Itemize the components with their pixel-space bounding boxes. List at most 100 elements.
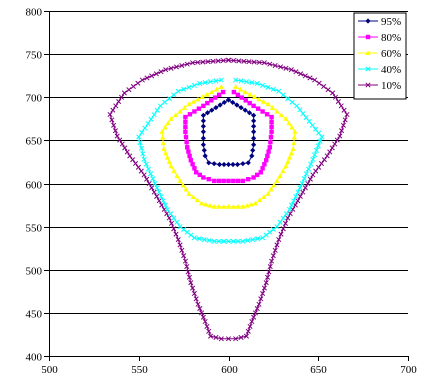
data-point <box>251 314 257 320</box>
data-point <box>191 290 197 297</box>
data-point <box>251 59 257 65</box>
data-point <box>264 274 271 280</box>
data-point <box>135 80 141 86</box>
data-point <box>183 129 188 134</box>
data-point <box>257 197 263 203</box>
data-point <box>300 189 306 195</box>
data-point <box>204 110 211 116</box>
data-point <box>256 301 262 307</box>
data-point <box>283 163 289 169</box>
data-point <box>265 101 271 107</box>
data-point <box>200 129 206 135</box>
data-point <box>283 65 289 71</box>
data-point <box>183 119 188 125</box>
data-point <box>300 111 306 117</box>
data-point <box>153 71 159 77</box>
data-point <box>264 112 270 117</box>
data-point <box>145 121 151 127</box>
series-layer <box>107 57 350 342</box>
data-point <box>226 178 231 184</box>
data-point <box>295 198 301 204</box>
data-point <box>184 263 190 270</box>
data-point <box>127 153 133 159</box>
data-point <box>299 180 305 187</box>
data-point <box>207 333 214 339</box>
y-tick-label: 400 <box>26 352 43 364</box>
data-point <box>136 134 142 140</box>
data-point <box>197 80 203 87</box>
data-point <box>148 116 154 122</box>
legend-marker <box>365 34 371 40</box>
data-point <box>199 310 205 316</box>
x-tick-label: 700 <box>400 364 417 376</box>
data-point <box>190 194 196 200</box>
y-tick-label: 600 <box>26 180 43 192</box>
data-point <box>175 237 181 243</box>
data-point <box>292 128 298 134</box>
data-point <box>154 193 160 199</box>
data-point <box>122 145 128 151</box>
data-point <box>289 124 295 130</box>
data-point <box>316 130 322 136</box>
data-point <box>213 78 219 84</box>
data-point <box>187 112 193 117</box>
data-point <box>337 133 343 139</box>
data-point <box>113 103 119 109</box>
data-point <box>144 176 150 182</box>
data-point <box>181 253 187 259</box>
data-point <box>327 149 333 155</box>
data-point <box>221 99 227 106</box>
data-point <box>139 77 145 83</box>
data-point <box>288 150 294 156</box>
data-point <box>142 125 148 131</box>
data-point <box>209 89 215 95</box>
data-point <box>233 336 239 342</box>
data-point <box>225 203 232 209</box>
data-point <box>184 229 190 235</box>
x-axis-ticks: 500 550 600 650 700 <box>41 356 417 376</box>
data-point <box>282 220 289 226</box>
data-point <box>215 58 221 64</box>
data-point <box>265 153 270 159</box>
data-point <box>144 75 150 81</box>
data-point <box>168 116 174 121</box>
data-point <box>313 147 320 153</box>
data-point <box>211 161 217 167</box>
data-point <box>109 117 115 123</box>
data-point <box>220 89 226 95</box>
data-point <box>263 232 269 238</box>
y-tick-label: 500 <box>26 266 43 278</box>
data-point <box>313 126 319 132</box>
data-point <box>221 238 227 244</box>
data-point <box>261 194 267 200</box>
data-point <box>269 114 274 120</box>
data-point <box>285 215 291 221</box>
data-point <box>220 57 226 64</box>
data-point <box>255 172 260 178</box>
data-point <box>216 203 222 209</box>
data-point <box>138 145 144 151</box>
data-point <box>210 58 216 64</box>
data-point <box>164 154 171 160</box>
legend-label: 80% <box>381 32 401 44</box>
data-point <box>276 88 282 94</box>
x-tick-label: 600 <box>221 364 238 376</box>
data-point <box>260 290 266 297</box>
data-point <box>146 180 152 187</box>
data-point <box>216 92 222 98</box>
data-point <box>145 166 151 172</box>
data-point <box>119 141 125 147</box>
data-point <box>258 296 264 302</box>
data-point <box>126 87 132 93</box>
data-point <box>191 82 197 88</box>
legend-item: 95% <box>358 16 401 28</box>
data-point <box>181 226 187 232</box>
data-point <box>269 258 275 264</box>
data-point <box>307 176 313 182</box>
data-point <box>216 238 222 244</box>
data-point <box>173 231 179 237</box>
data-point <box>139 129 145 136</box>
data-point <box>164 211 170 217</box>
x-tick-label: 650 <box>310 364 327 376</box>
data-point <box>238 78 244 84</box>
